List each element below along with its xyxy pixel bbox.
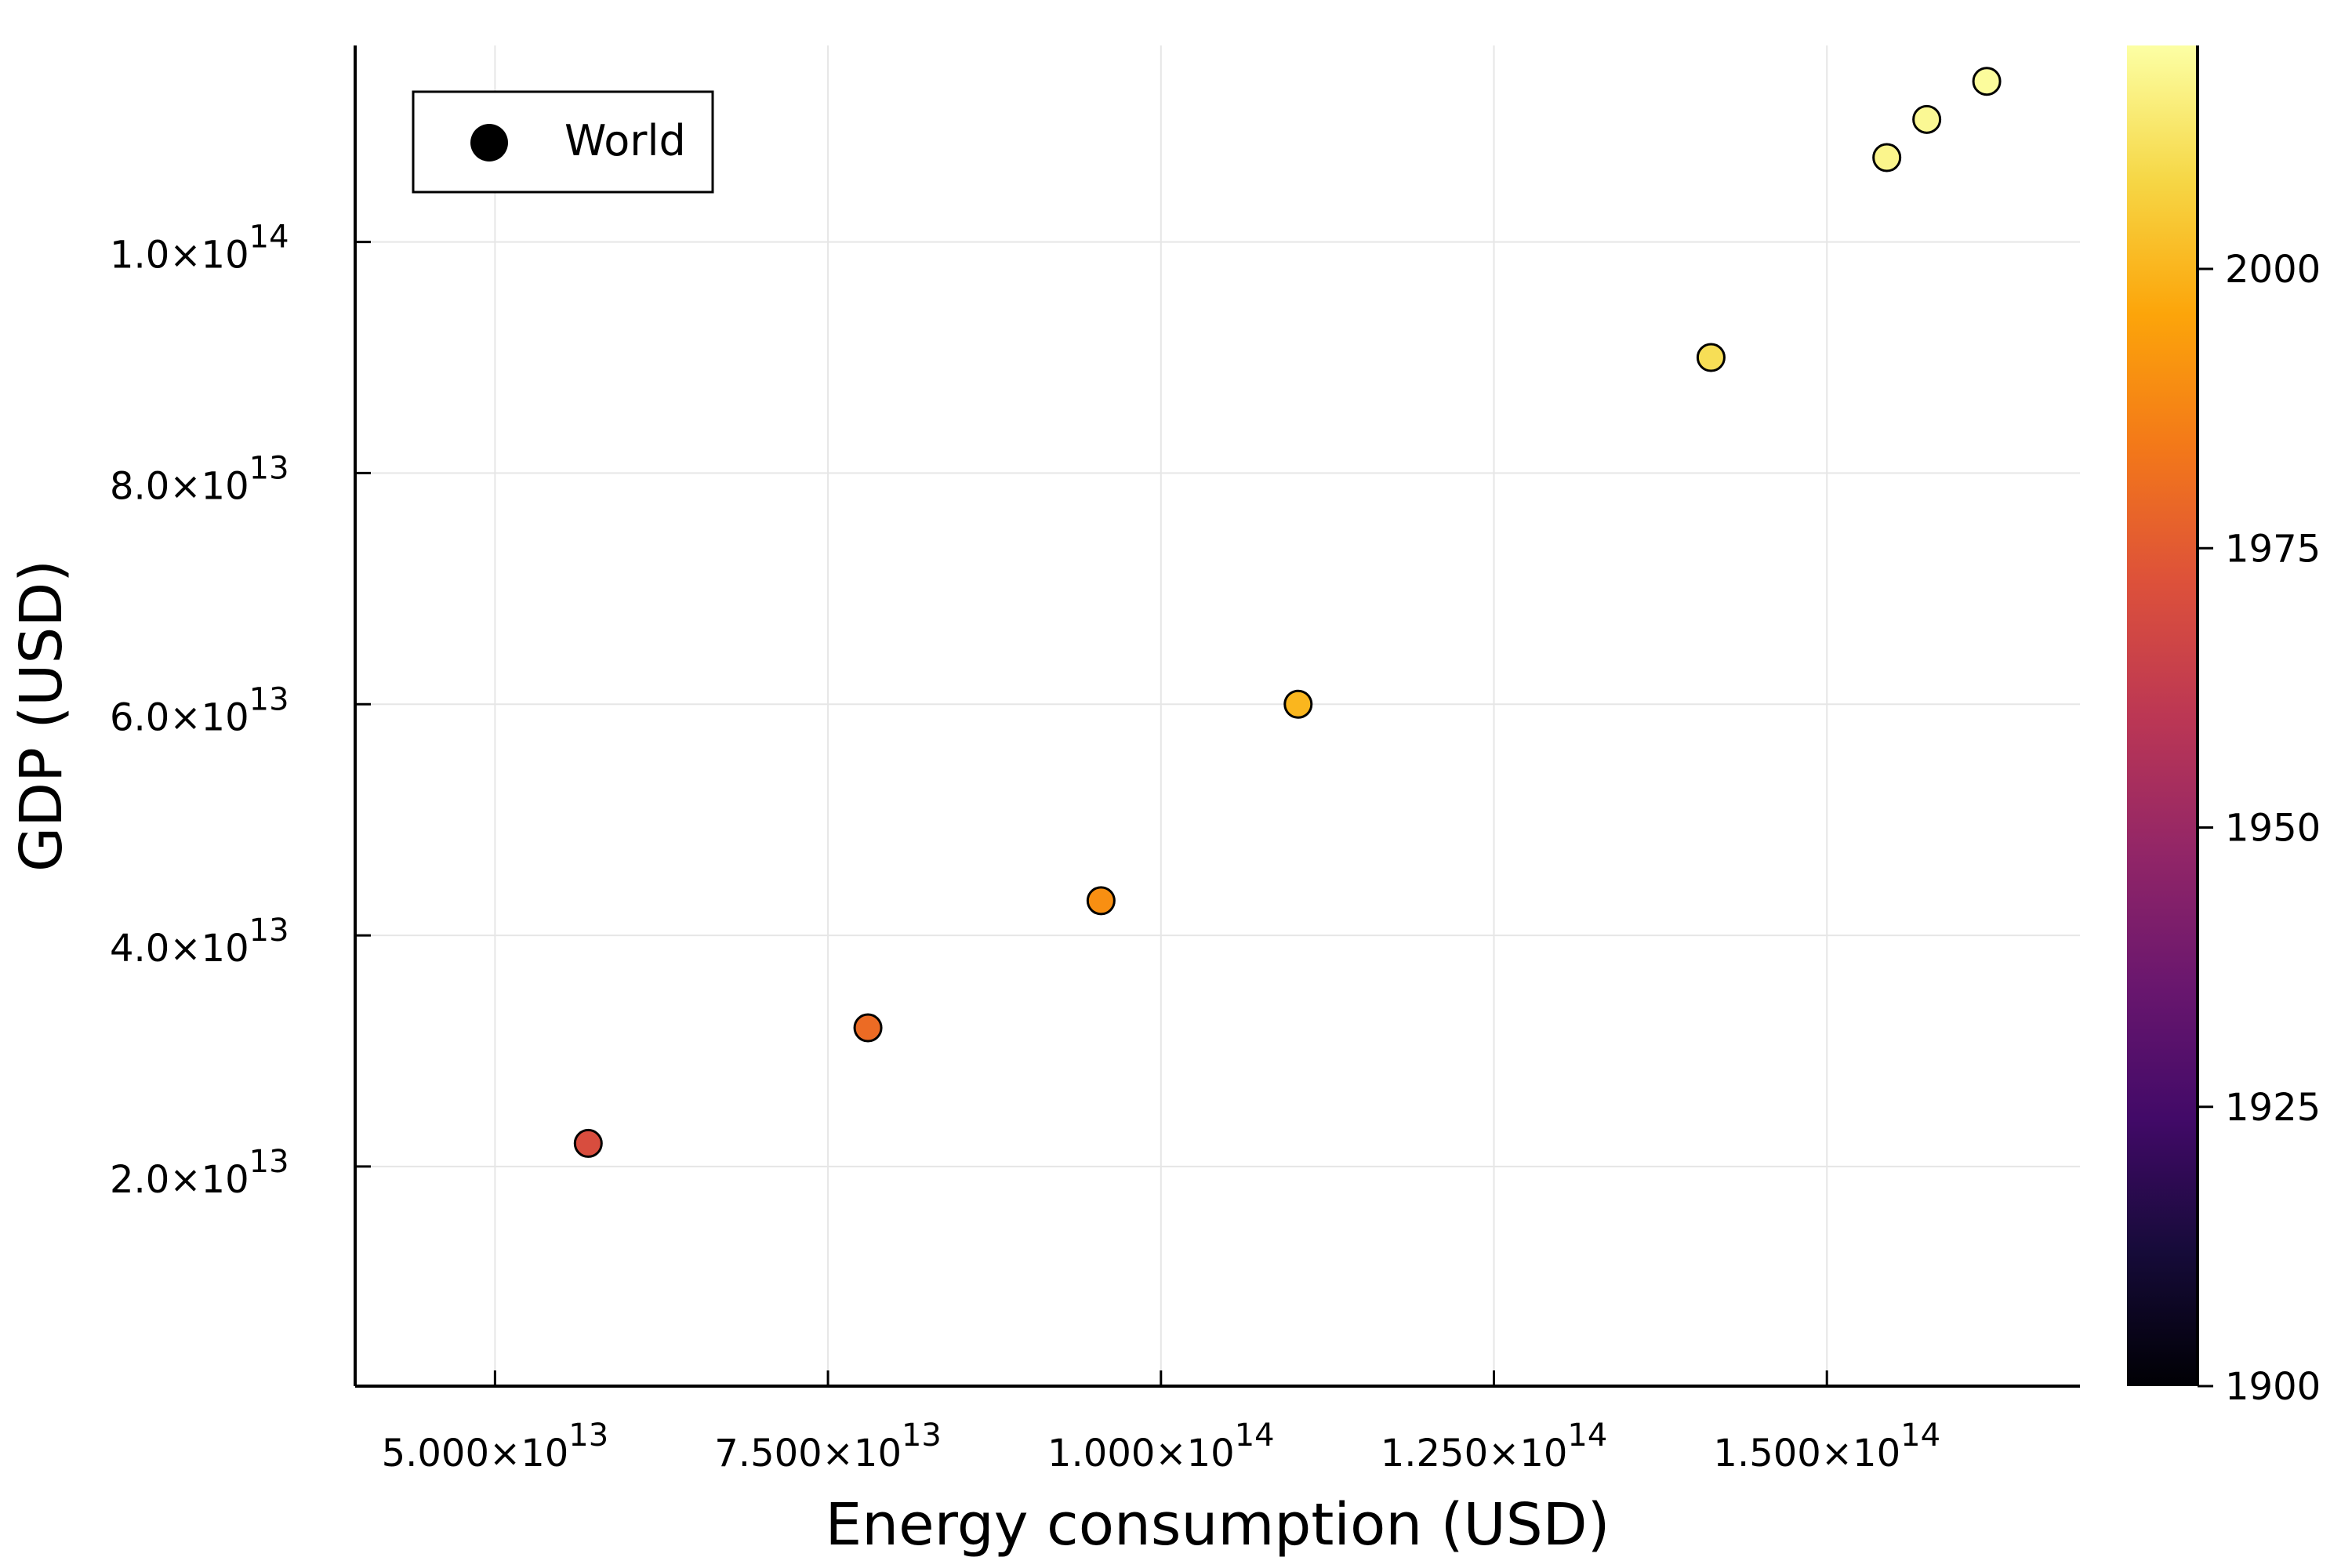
x-tick-exponent: 13 bbox=[568, 1417, 608, 1454]
x-tick-mantissa: 7.500×10 bbox=[714, 1432, 902, 1475]
y-tick-mantissa: 1.0×10 bbox=[110, 234, 249, 278]
y-tick-exponent: 13 bbox=[249, 450, 289, 486]
data-point bbox=[1872, 143, 1902, 172]
data-point bbox=[1696, 343, 1726, 372]
y-tick-mantissa: 2.0×10 bbox=[110, 1158, 249, 1202]
y-tick-label: 4.0×1013 bbox=[110, 913, 289, 971]
x-tick-exponent: 14 bbox=[1235, 1417, 1275, 1454]
y-tick-label: 6.0×1013 bbox=[110, 681, 289, 739]
y-tick-exponent: 13 bbox=[249, 913, 289, 949]
x-tick-label: 5.000×1013 bbox=[382, 1417, 609, 1475]
colorbar-ticks: 1900 1925 1950 1975 2000 bbox=[2198, 248, 2321, 1409]
legend-label: World bbox=[564, 116, 686, 165]
x-tick-mantissa: 1.000×10 bbox=[1047, 1432, 1235, 1475]
colorbar-tick-label: 1950 bbox=[2225, 807, 2321, 851]
y-tick-exponent: 13 bbox=[249, 1144, 289, 1180]
data-points bbox=[573, 67, 2002, 1158]
y-tick-mantissa: 6.0×10 bbox=[110, 695, 249, 739]
legend: World bbox=[412, 90, 714, 194]
x-tick-label: 1.250×1014 bbox=[1381, 1417, 1608, 1475]
y-tick-mantissa: 8.0×10 bbox=[110, 464, 249, 508]
x-tick-exponent: 14 bbox=[1900, 1417, 1940, 1454]
data-point bbox=[1912, 104, 1942, 134]
data-point bbox=[573, 1128, 603, 1158]
colorbar-tick-label: 2000 bbox=[2225, 248, 2321, 292]
x-tick-mantissa: 1.250×10 bbox=[1381, 1432, 1568, 1475]
grid-lines bbox=[355, 45, 2080, 1386]
y-tick-label: 2.0×1013 bbox=[110, 1144, 289, 1202]
x-axis-title: Energy consumption (USD) bbox=[825, 1491, 1610, 1559]
y-tick-exponent: 14 bbox=[249, 220, 289, 256]
colorbar-gradient bbox=[2127, 45, 2198, 1386]
data-point bbox=[853, 1013, 883, 1043]
y-tick-label: 8.0×1013 bbox=[110, 450, 289, 508]
x-axis-ticks: 5.000×1013 7.500×1013 1.000×1014 1.250×1014… bbox=[382, 1370, 1940, 1475]
colorbar-tick-label: 1975 bbox=[2225, 527, 2321, 571]
x-tick-mantissa: 5.000×10 bbox=[382, 1432, 569, 1475]
x-tick-exponent: 14 bbox=[1567, 1417, 1607, 1454]
x-tick-mantissa: 1.500×10 bbox=[1713, 1432, 1900, 1475]
data-point bbox=[1086, 886, 1116, 916]
x-tick-label: 1.500×1014 bbox=[1713, 1417, 1940, 1475]
y-tick-exponent: 13 bbox=[249, 681, 289, 717]
colorbar-tick-label: 1900 bbox=[2225, 1365, 2321, 1409]
y-tick-label: 1.0×1014 bbox=[110, 220, 289, 278]
colorbar-tick-label: 1925 bbox=[2225, 1086, 2321, 1130]
x-tick-label: 1.000×1014 bbox=[1047, 1417, 1275, 1475]
y-axis-title: GDP (USD) bbox=[8, 560, 75, 872]
data-point bbox=[1283, 689, 1313, 719]
y-tick-mantissa: 4.0×10 bbox=[110, 927, 249, 971]
legend-marker bbox=[470, 124, 508, 162]
colorbar: 1900 1925 1950 1975 2000 bbox=[2127, 45, 2321, 1409]
data-point bbox=[1972, 67, 2002, 96]
x-tick-exponent: 13 bbox=[902, 1417, 942, 1454]
x-tick-label: 7.500×1013 bbox=[714, 1417, 942, 1475]
legend-box bbox=[412, 90, 714, 194]
